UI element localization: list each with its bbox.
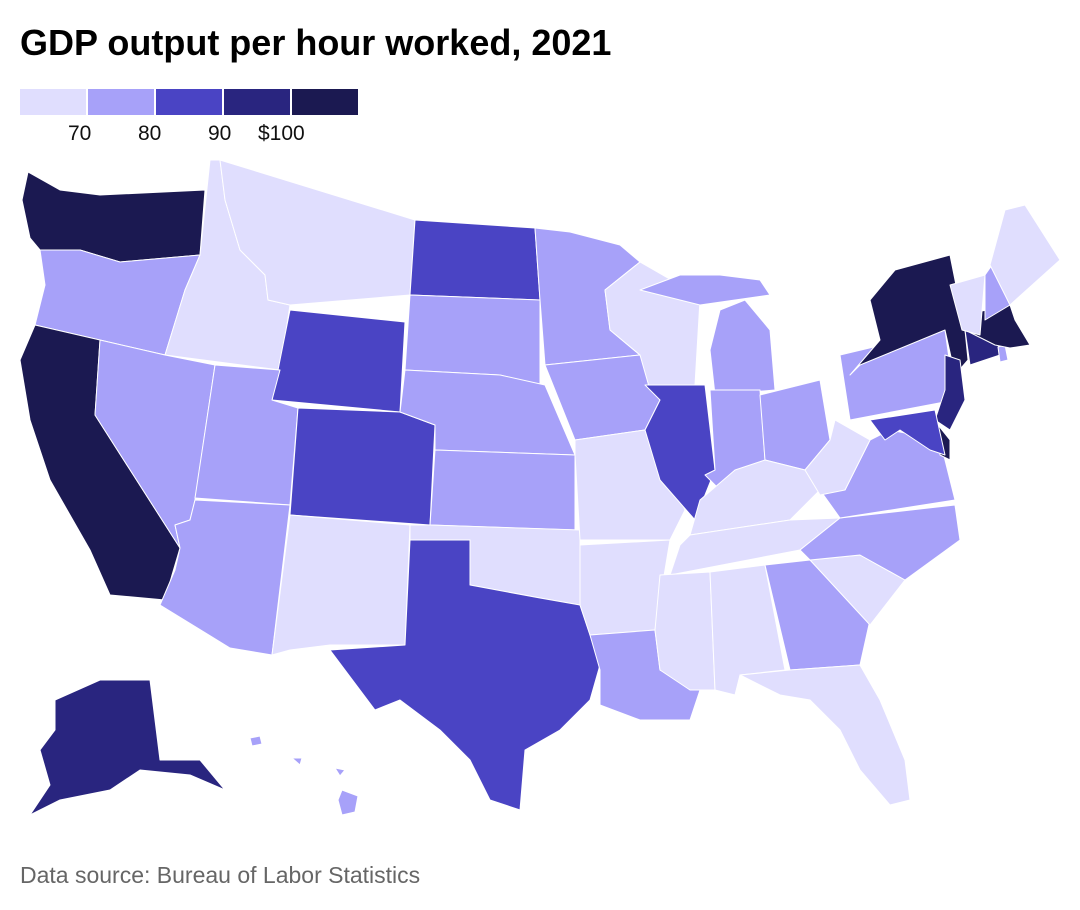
legend-swatch-1 xyxy=(20,89,86,115)
legend-swatch-4 xyxy=(224,89,290,115)
state-shape-wy xyxy=(271,309,406,413)
legend-swatch-2 xyxy=(88,89,154,115)
state-shape-mi xyxy=(639,274,771,306)
state-nm xyxy=(271,514,411,656)
state-tx xyxy=(329,539,601,811)
state-vt xyxy=(949,274,986,336)
state-fl xyxy=(739,664,911,806)
state-shape-hi xyxy=(334,767,346,777)
state-md xyxy=(869,409,946,456)
state-me xyxy=(989,204,1061,306)
legend-label: 90 xyxy=(208,122,232,145)
legend-label: 80 xyxy=(138,122,162,145)
legend-swatch-3 xyxy=(156,89,222,115)
legend-label: $100 xyxy=(258,122,305,145)
state-shape-nj xyxy=(934,354,966,431)
state-az xyxy=(159,499,291,656)
state-shape-hi xyxy=(291,757,303,766)
chart-title: GDP output per hour worked, 2021 xyxy=(20,22,612,63)
state-nj xyxy=(934,354,966,431)
state-ga xyxy=(764,559,871,671)
state-shape-ms xyxy=(654,571,716,691)
state-shape-mi xyxy=(709,299,776,396)
legend-label: 70 xyxy=(68,122,92,145)
state-nd xyxy=(409,219,541,301)
state-wy xyxy=(271,309,406,413)
state-shape-il xyxy=(644,384,716,521)
state-shape-vt xyxy=(949,274,986,336)
state-shape-nm xyxy=(271,514,411,656)
state-co xyxy=(289,407,436,526)
state-ks xyxy=(429,449,576,531)
state-wv xyxy=(804,419,871,496)
state-shape-ga xyxy=(764,559,871,671)
state-ak xyxy=(29,679,226,816)
state-shape-me xyxy=(989,204,1061,306)
state-shape-az xyxy=(159,499,291,656)
state-il xyxy=(644,384,716,521)
state-shape-hi xyxy=(337,789,359,816)
state-shape-hi xyxy=(249,735,263,747)
data-source: Data source: Bureau of Labor Statistics xyxy=(20,862,421,888)
state-shape-md xyxy=(869,409,946,456)
state-nc xyxy=(799,504,961,581)
color-legend xyxy=(20,89,358,115)
state-mi xyxy=(639,274,776,396)
state-shape-nd xyxy=(409,219,541,301)
state-shape-ks xyxy=(429,449,576,531)
state-shape-wv xyxy=(804,419,871,496)
legend-swatch-5 xyxy=(292,89,358,115)
state-shape-nc xyxy=(799,504,961,581)
state-wa xyxy=(21,171,206,263)
state-shape-ak xyxy=(29,679,226,816)
state-ms xyxy=(654,571,716,691)
state-shape-fl xyxy=(739,664,911,806)
state-hi xyxy=(249,735,359,816)
state-shape-tx xyxy=(329,539,601,811)
state-shape-co xyxy=(289,407,436,526)
state-shape-wa xyxy=(21,171,206,263)
